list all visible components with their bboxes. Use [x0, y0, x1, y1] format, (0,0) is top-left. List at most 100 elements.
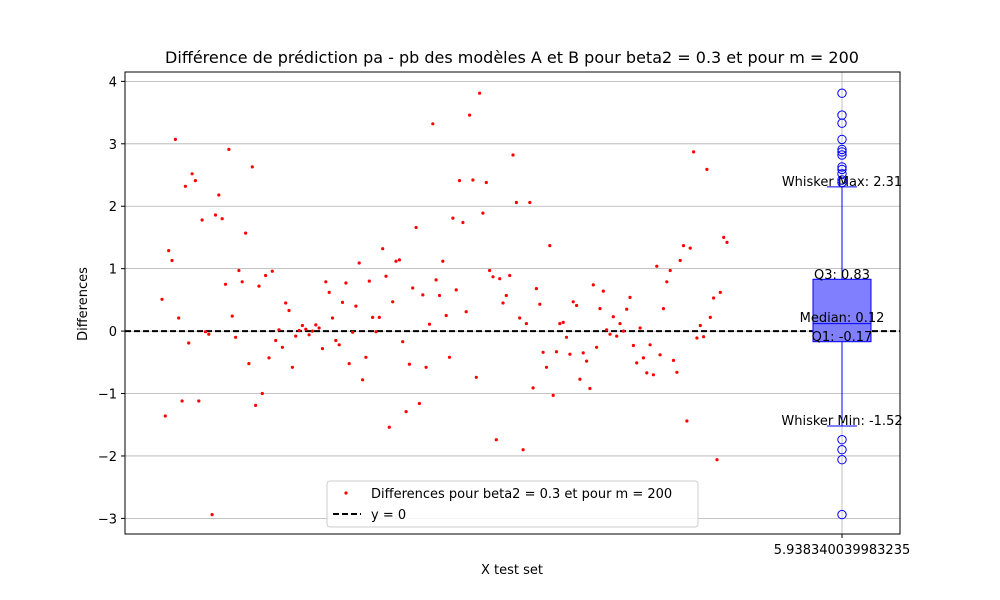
- data-point: [401, 340, 405, 344]
- data-point: [605, 328, 609, 332]
- data-point: [578, 377, 582, 381]
- data-point: [528, 200, 532, 205]
- data-point: [334, 338, 338, 343]
- data-point: [434, 278, 438, 282]
- data-point: [678, 258, 682, 263]
- data-point: [712, 296, 716, 300]
- data-point: [441, 259, 445, 263]
- data-point: [294, 334, 298, 338]
- outlier-marker: [837, 455, 847, 465]
- data-point: [514, 200, 519, 205]
- data-point: [538, 302, 542, 306]
- y-tick-label: 1: [109, 263, 117, 278]
- data-point: [471, 178, 475, 182]
- data-point: [304, 327, 308, 331]
- outlier-marker: [837, 175, 847, 185]
- data-point: [685, 419, 689, 423]
- legend: Differences pour beta2 = 0.3 et pour m =…: [326, 480, 699, 528]
- data-point: [648, 343, 652, 347]
- data-point: [461, 220, 465, 225]
- data-point: [361, 378, 365, 382]
- data-point: [544, 365, 549, 369]
- data-point: [534, 287, 539, 291]
- data-point: [524, 322, 529, 326]
- data-point: [424, 365, 428, 369]
- data-point: [427, 322, 432, 326]
- data-point: [645, 371, 649, 375]
- whisker-max-label: Whisker Max: 2.31: [782, 175, 902, 190]
- data-point: [541, 350, 545, 354]
- outlier-marker: [837, 435, 847, 445]
- data-point: [330, 316, 335, 320]
- y-tick-label: 0: [109, 325, 117, 340]
- data-point: [254, 403, 258, 407]
- data-point: [457, 179, 462, 183]
- y-tick-label: 3: [109, 138, 117, 153]
- outlier-marker: [837, 118, 847, 128]
- data-point: [658, 353, 662, 357]
- data-point: [183, 184, 187, 188]
- plot-frame: [124, 71, 901, 535]
- data-point: [377, 315, 381, 319]
- outlier-marker: [837, 147, 847, 157]
- data-point: [237, 268, 241, 273]
- data-point: [394, 259, 398, 263]
- chart-title: Différence de prédiction pa - pb des mod…: [165, 48, 859, 67]
- legend-dot-marker: [344, 491, 348, 495]
- data-point: [240, 280, 244, 284]
- data-point: [234, 335, 238, 339]
- data-point: [564, 335, 569, 339]
- data-point: [608, 332, 612, 336]
- data-point: [407, 362, 411, 366]
- data-point: [501, 301, 505, 305]
- x-tick-label: 5.938340039983235: [774, 543, 910, 558]
- data-point: [431, 122, 435, 126]
- data-point: [688, 246, 692, 250]
- x-axis-label: X test set: [481, 563, 543, 578]
- y-axis-ticks: 4 3 2 1 0 −1 −2 −3: [98, 75, 125, 527]
- data-point: [404, 410, 408, 414]
- outlier-marker: [837, 162, 847, 172]
- q1-label: Q1: -0.17: [812, 330, 873, 345]
- data-point: [203, 330, 208, 334]
- data-point: [260, 391, 264, 396]
- data-point: [518, 316, 522, 320]
- y-tick-label: −3: [98, 512, 117, 527]
- data-point: [290, 365, 294, 369]
- data-point: [474, 375, 478, 379]
- y-tick-label: −2: [98, 450, 117, 465]
- data-point: [558, 322, 562, 326]
- data-point: [548, 244, 552, 248]
- data-point: [247, 362, 251, 366]
- outlier-marker: [837, 134, 847, 145]
- data-point: [163, 414, 167, 418]
- data-point: [651, 373, 656, 377]
- data-point: [280, 345, 284, 349]
- data-point: [314, 323, 318, 327]
- data-point: [437, 293, 442, 298]
- data-point: [327, 290, 331, 294]
- data-point: [451, 216, 455, 220]
- data-point: [581, 351, 585, 355]
- data-point: [287, 308, 291, 313]
- data-point: [488, 268, 492, 273]
- data-point: [494, 438, 498, 442]
- data-point: [340, 300, 345, 304]
- data-point: [601, 289, 605, 293]
- data-point: [571, 300, 575, 304]
- data-point: [357, 261, 361, 265]
- data-point: [588, 386, 592, 391]
- data-point: [521, 448, 525, 452]
- median-label: Median: 0.12: [800, 311, 885, 326]
- data-point: [187, 341, 191, 345]
- data-point: [250, 165, 254, 169]
- y-axis-label: Differences: [76, 267, 91, 341]
- data-point: [568, 352, 572, 356]
- data-point: [618, 322, 622, 326]
- data-point: [220, 217, 224, 221]
- data-point: [387, 425, 391, 429]
- data-point: [414, 225, 418, 230]
- outlier-marker: [837, 509, 847, 520]
- data-point: [447, 355, 452, 359]
- data-point: [374, 330, 378, 334]
